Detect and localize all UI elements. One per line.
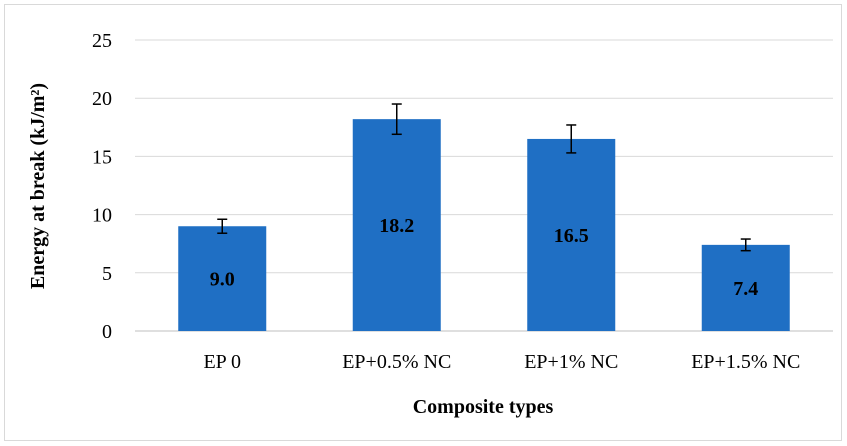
error-bar-3 — [740, 238, 751, 252]
data-label-1: 18.2 — [379, 215, 414, 237]
y-tick-label: 5 — [102, 263, 112, 285]
error-bars — [217, 103, 751, 252]
error-bar-0 — [217, 218, 228, 234]
error-bar-2 — [566, 124, 577, 154]
y-axis-title: Energy at break (kJ/m²) — [27, 83, 49, 289]
bar-0 — [178, 226, 267, 331]
y-axis-ticks: 0 5 10 15 20 25 — [92, 30, 112, 343]
y-tick-label: 10 — [92, 205, 112, 227]
y-tick-label: 20 — [92, 88, 112, 110]
error-bar-1 — [391, 103, 402, 136]
data-label-2: 16.5 — [554, 225, 589, 247]
bar-2 — [527, 138, 616, 331]
y-tick-label: 15 — [92, 146, 112, 168]
x-tick-label: EP+1% NC — [524, 351, 618, 373]
bar-1 — [352, 119, 441, 331]
bars — [178, 119, 790, 331]
data-labels: 9.0 18.2 16.5 7.4 — [210, 215, 759, 300]
x-axis-ticks: EP 0 EP+0.5% NC EP+1% NC EP+1.5% NC — [203, 351, 800, 373]
y-tick-label: 0 — [102, 321, 112, 343]
y-tick-label: 25 — [92, 30, 112, 52]
data-label-3: 7.4 — [733, 278, 758, 300]
x-axis-title: Composite types — [413, 396, 554, 418]
x-tick-label: EP+1.5% NC — [691, 351, 800, 373]
bar-3 — [701, 244, 790, 331]
x-tick-label: EP+0.5% NC — [342, 351, 451, 373]
x-tick-label: EP 0 — [203, 351, 241, 373]
data-label-0: 9.0 — [210, 269, 235, 291]
